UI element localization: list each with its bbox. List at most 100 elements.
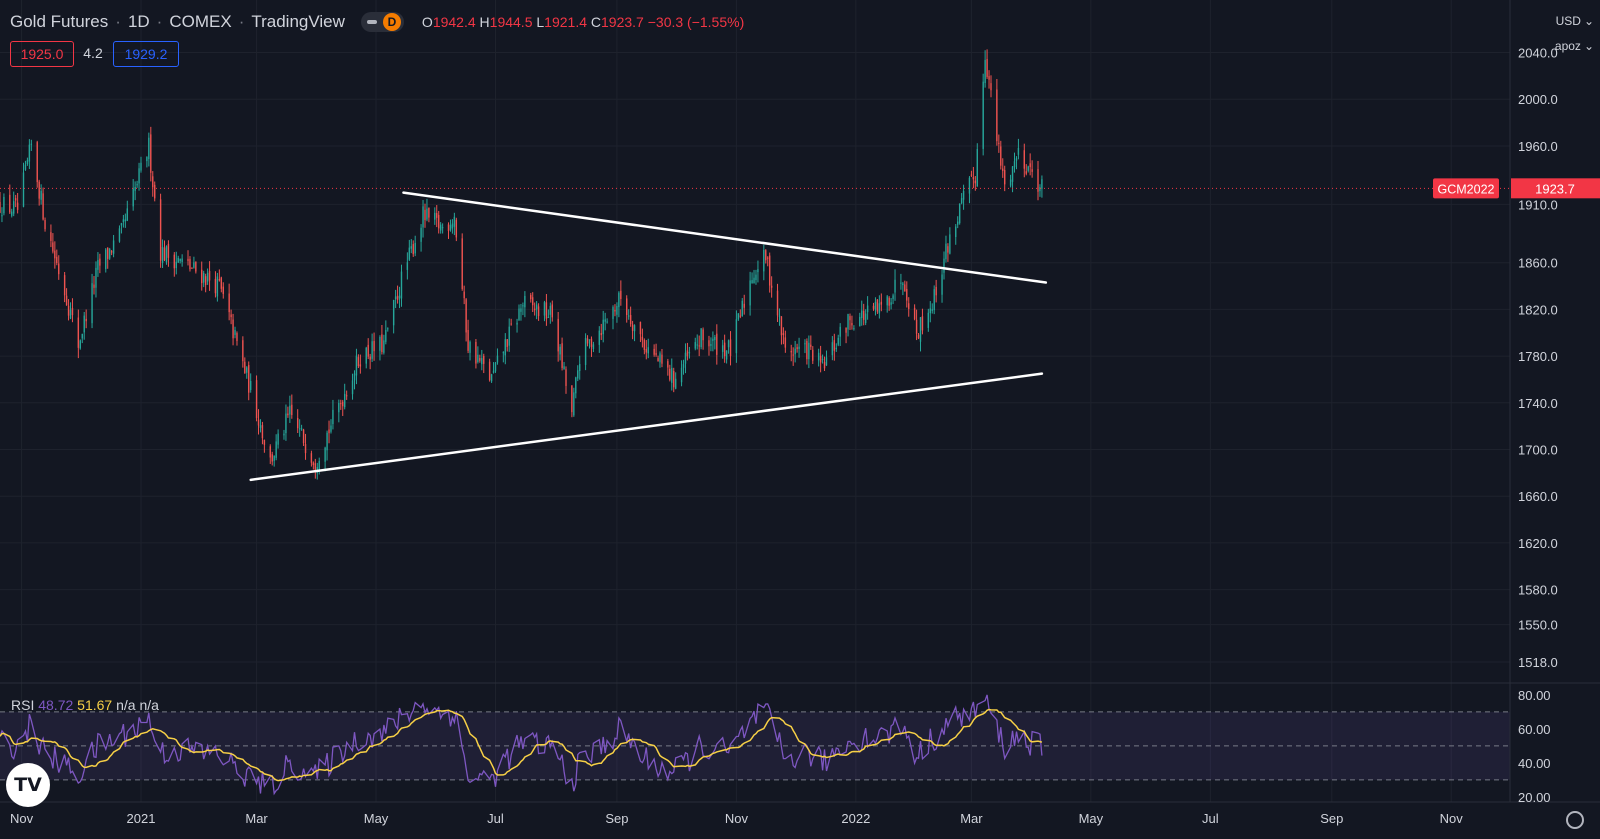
candle-body (1041, 179, 1043, 189)
candle-body (516, 322, 518, 325)
candles[interactable] (0, 49, 1043, 480)
candle-body (110, 251, 113, 253)
candle-body (561, 343, 563, 368)
candle-body (821, 358, 824, 360)
candle-body (373, 340, 375, 352)
candle-body (714, 336, 716, 341)
candle-body (890, 302, 892, 305)
candle-body (298, 428, 301, 430)
candle-body (63, 275, 66, 296)
header-separator: · (156, 12, 163, 31)
candle-body (426, 208, 428, 220)
candle-body (285, 413, 287, 434)
symbol-tag-bg (1433, 178, 1499, 199)
candle-body (861, 310, 863, 319)
candle-body (369, 356, 371, 360)
candle-body (465, 299, 467, 333)
time-tick-label: Sep (1320, 811, 1343, 826)
candle-body (394, 296, 397, 300)
candle-body (708, 340, 710, 347)
candle-body (150, 134, 152, 173)
currency-selector[interactable]: USD ⌄ (1556, 11, 1594, 31)
candle-body (557, 318, 559, 352)
candle-body (880, 301, 883, 305)
candle-body (849, 316, 851, 321)
candle-body (232, 319, 234, 339)
last-price-tag-bg (1511, 178, 1600, 199)
candle-body (44, 219, 46, 230)
close-label: C (590, 14, 602, 30)
candle-body (326, 432, 328, 451)
chevron-down-icon: ⌄ (1583, 14, 1594, 28)
interval-label[interactable]: 1D (127, 12, 150, 31)
candle-body (908, 303, 910, 309)
candle-body (790, 350, 792, 353)
scale-selector[interactable]: apoz ⌄ (1555, 36, 1594, 56)
candle-body (900, 282, 902, 284)
candle-body (878, 303, 881, 314)
candle-body (1011, 166, 1014, 182)
buy-button[interactable]: 1929.2 (113, 41, 179, 67)
candle-body (702, 329, 704, 341)
market-status-toggle[interactable]: D (360, 12, 404, 32)
candle-body (808, 342, 810, 360)
candle-body (1004, 170, 1006, 185)
candle-body (244, 361, 246, 374)
candle-body (584, 337, 587, 365)
candle-body (586, 338, 589, 344)
candle-body (810, 344, 812, 347)
symbol-name[interactable]: Gold Futures (10, 12, 109, 31)
candle-body (588, 339, 591, 341)
candle-body (686, 350, 689, 357)
candle-body (657, 358, 659, 362)
candle-body (931, 309, 933, 311)
candle-body (533, 308, 536, 311)
tradingview-logo-icon[interactable]: TV (6, 763, 50, 807)
price-tick-label: 1860.0 (1518, 256, 1558, 271)
candle-body (680, 367, 683, 383)
high-label: H (479, 14, 490, 30)
candle-body (823, 362, 826, 369)
candle-body (492, 370, 495, 373)
time-tick-label: Nov (725, 811, 749, 826)
candle-body (612, 307, 614, 319)
candle-body (400, 271, 403, 299)
rsi-line (0, 694, 1043, 796)
candle-body (778, 315, 781, 317)
candle-body (447, 224, 450, 231)
candle-body (359, 364, 362, 367)
candle-body (792, 354, 794, 356)
candle-body (547, 317, 550, 319)
candle-body (598, 330, 601, 345)
candle-body (99, 258, 101, 266)
candle-body (437, 214, 440, 229)
candle-body (590, 338, 593, 347)
candle-body (674, 378, 677, 389)
candle-body (191, 267, 193, 269)
candle-body (988, 76, 990, 80)
candle-body (483, 355, 485, 364)
candle-body (776, 290, 779, 316)
candle-body (535, 304, 538, 310)
candle-body (365, 347, 367, 364)
rsi-tick-label: 20.00 (1518, 790, 1551, 805)
candle-body (222, 286, 224, 294)
trendlines[interactable] (249, 191, 1048, 482)
gear-icon[interactable] (1566, 811, 1584, 829)
candle-body (342, 401, 344, 407)
candle-body (439, 224, 442, 231)
candle-body (420, 227, 422, 242)
rsi-legend[interactable]: RSI 48.72 51.67 n/a n/a (11, 697, 159, 713)
candle-body (469, 341, 471, 353)
candle-body (945, 243, 947, 260)
candle-body (112, 240, 115, 254)
candle-body (763, 249, 765, 272)
candle-body (488, 361, 491, 381)
candle-body (461, 238, 463, 290)
sell-button[interactable]: 1925.0 (10, 41, 74, 67)
candle-body (639, 321, 642, 335)
candle-body (962, 191, 965, 200)
price-tick-label: 1910.0 (1518, 197, 1558, 212)
candle-body (173, 254, 176, 269)
